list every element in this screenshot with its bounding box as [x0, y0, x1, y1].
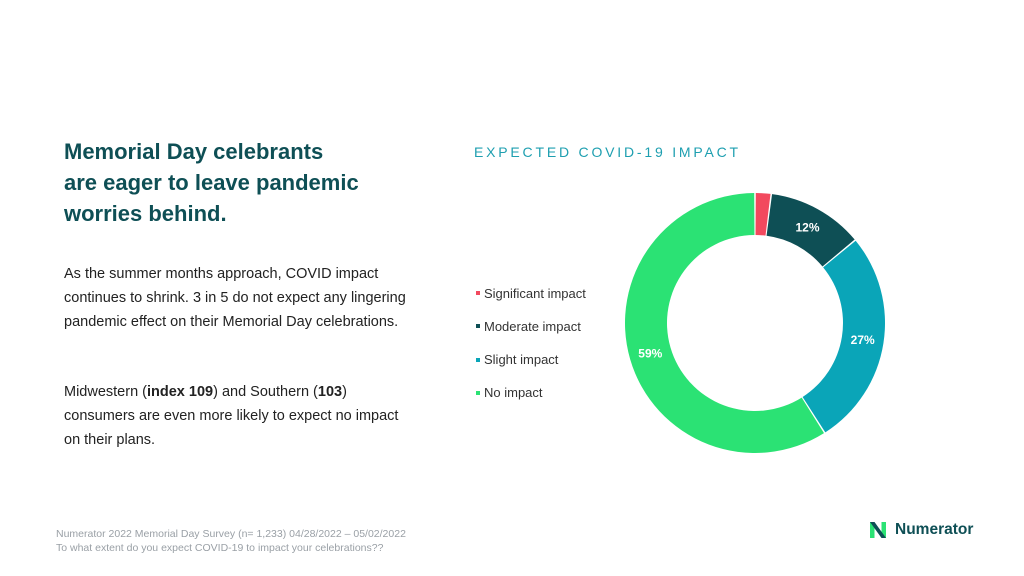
footer-line-2: To what extent do you expect COVID-19 to… [56, 542, 384, 554]
donut-slice-moderate [766, 194, 855, 267]
p2-text-a: Midwestern ( [64, 384, 147, 400]
midwest-index: index 109 [147, 384, 214, 400]
page-title: Memorial Day celebrants are eager to lea… [64, 136, 424, 229]
donut-slice-none [625, 193, 824, 454]
chart-legend: Significant impact Moderate impact Sligh… [476, 283, 586, 416]
legend-swatch-none [476, 390, 480, 395]
legend-swatch-significant [476, 291, 480, 295]
title-line-3: worries behind. [64, 201, 227, 226]
intro-paragraph: As the summer months approach, COVID imp… [64, 266, 406, 330]
legend-item-moderate: Moderate impact [476, 316, 586, 336]
p2-text-c: ) and Southern ( [213, 384, 318, 400]
p2-text-e: ) consumers are even more likely to expe… [64, 384, 399, 448]
title-line-2: are eager to leave pandemic [64, 170, 359, 195]
donut-slice-slight [802, 240, 885, 433]
legend-label-moderate: Moderate impact [484, 318, 581, 334]
legend-label-none: No impact [484, 385, 543, 401]
donut-chart: 12% 27% 59% [625, 193, 885, 454]
regional-paragraph: Midwestern (index 109) and Southern (103… [64, 380, 414, 452]
footer-source: Numerator 2022 Memorial Day Survey (n= 1… [56, 527, 406, 555]
legend-swatch-moderate [476, 324, 480, 329]
legend-item-none: No impact [476, 383, 586, 403]
donut-label-none: 59% [638, 346, 662, 360]
legend-item-significant: Significant impact [476, 283, 586, 303]
legend-swatch-slight [476, 357, 480, 362]
chart-title: EXPECTED COVID-19 IMPACT [474, 144, 741, 160]
legend-item-slight: Slight impact [476, 350, 586, 370]
numerator-n-icon [870, 522, 886, 538]
donut-slice-significant [755, 193, 771, 236]
legend-label-significant: Significant impact [484, 285, 586, 301]
title-line-1: Memorial Day celebrants [64, 139, 324, 164]
donut-label-slight: 27% [851, 333, 875, 347]
legend-label-slight: Slight impact [484, 352, 559, 368]
south-index: 103 [317, 384, 343, 400]
logo-text: Numerator [895, 521, 974, 538]
donut-label-moderate: 12% [795, 220, 819, 234]
numerator-logo: Numerator [868, 520, 973, 540]
footer-line-1: Numerator 2022 Memorial Day Survey (n= 1… [56, 528, 406, 540]
